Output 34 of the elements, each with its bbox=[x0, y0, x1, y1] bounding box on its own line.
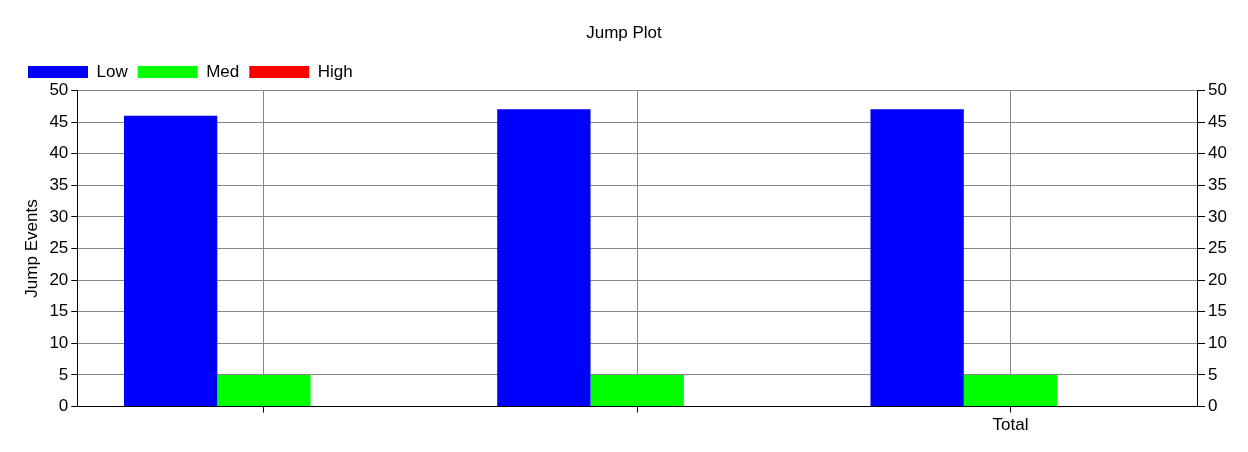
y2-tick-label: 40 bbox=[1208, 143, 1228, 163]
chart-title: Jump Plot bbox=[586, 22, 663, 42]
y2-tick-label: 35 bbox=[1208, 174, 1228, 194]
bar bbox=[497, 109, 591, 407]
y-tick-label: 50 bbox=[49, 80, 69, 100]
y2-tick-label: 10 bbox=[1208, 333, 1228, 353]
y-tick-label: 30 bbox=[49, 206, 69, 226]
bar bbox=[217, 374, 311, 407]
x-tick-label: Total bbox=[992, 415, 1029, 435]
y2-tick-label: 0 bbox=[1208, 396, 1218, 416]
y-tick-label: 25 bbox=[49, 238, 69, 258]
y2-tick-label: 5 bbox=[1208, 364, 1218, 384]
bar bbox=[590, 374, 684, 407]
y-tick-label: 35 bbox=[49, 174, 69, 194]
y2-tick-label: 25 bbox=[1208, 238, 1228, 258]
y2-tick-label: 15 bbox=[1208, 301, 1228, 321]
y-tick-label: 10 bbox=[49, 333, 69, 353]
y2-tick-label: 50 bbox=[1208, 80, 1228, 100]
y-axis-title: Jump Events bbox=[21, 199, 41, 298]
bar bbox=[870, 109, 964, 407]
y-tick-label: 20 bbox=[49, 269, 69, 289]
legend-label: Med bbox=[206, 61, 240, 81]
y-tick-label: 40 bbox=[49, 143, 69, 163]
y-tick-label: 15 bbox=[49, 301, 69, 321]
legend-label: Low bbox=[96, 61, 129, 81]
y2-tick-label: 30 bbox=[1208, 206, 1228, 226]
bar bbox=[963, 374, 1058, 407]
bar bbox=[123, 115, 218, 407]
y2-tick-label: 20 bbox=[1208, 269, 1228, 289]
y-tick-label: 5 bbox=[58, 364, 69, 384]
y-tick-label: 0 bbox=[58, 396, 69, 416]
legend-label: High bbox=[317, 61, 353, 81]
y2-tick-label: 45 bbox=[1208, 111, 1228, 131]
y-tick-label: 45 bbox=[49, 111, 69, 131]
